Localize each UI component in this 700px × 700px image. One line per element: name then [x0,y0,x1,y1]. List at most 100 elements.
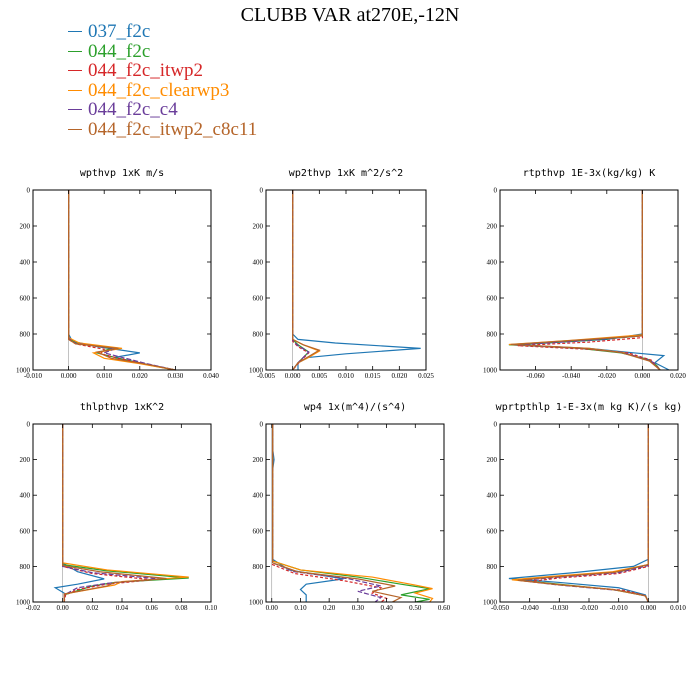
x-tick-label: 0.010 [338,372,354,380]
x-tick-label: 0.000 [635,372,651,380]
series-line-037_f2c [292,190,421,370]
y-tick-label: 1000 [16,599,31,607]
series-line-044_f2c_c4 [62,424,160,602]
y-tick-label: 800 [20,563,31,571]
y-tick-label: 200 [20,456,31,464]
x-tick-label: -0.060 [527,372,546,380]
legend-swatch [68,89,82,91]
y-tick-label: 0 [494,421,498,429]
x-tick-label: 0.000 [640,604,656,612]
x-tick-label: -0.030 [550,604,569,612]
chart-panel: rtpthvp 1E-3x(kg/kg) K -0.060 -0.040 -0.020… [483,168,686,380]
series-line-044_f2c_clearwp3 [272,424,434,603]
y-tick-label: 600 [487,295,498,303]
x-tick-label: -0.040 [562,372,581,380]
y-tick-label: 0 [260,421,264,429]
y-tick-label: 0 [494,187,498,195]
series-line-044_f2c_itwp2 [272,424,388,603]
y-tick-label: 400 [487,492,498,500]
x-tick-label: -0.050 [491,604,510,612]
page-title: CLUBB VAR at270E,-12N [240,4,460,26]
x-tick-label: 0.025 [418,372,434,380]
x-tick-label: 0.040 [203,372,219,380]
series-line-037_f2c [508,424,649,603]
y-tick-label: 200 [253,456,264,464]
y-tick-label: 200 [487,223,498,231]
x-tick-label: -0.040 [521,604,540,612]
legend-item: 044_f2c_clearwp3 [68,79,257,101]
chart-title: wp4 1x(m^4)/(s^4) [304,402,406,413]
chart-title: wprtpthlp 1-E-3x(m kg K)/(s kg) [496,402,683,413]
series-line-037_f2c [53,424,105,602]
legend-item: 037_f2c [68,22,257,42]
y-tick-label: 0 [27,187,31,195]
series-line-044_f2c [68,190,176,371]
legend-label: 044_f2c_c4 [88,99,178,120]
x-tick-label: 0.40 [380,604,393,612]
x-tick-label: 0.020 [670,372,686,380]
x-tick-label: -0.020 [580,604,599,612]
y-tick-label: 600 [20,527,31,535]
chart-panel: wpthvp 1xK m/s -0.010 0.000 0.010 0.020 0.030… [16,168,219,380]
y-tick-label: 1000 [249,599,264,607]
series-line-044_f2c_itwp2_c8c11 [62,424,167,602]
series-line-044_f2c_itwp2_c8c11 [510,190,661,371]
y-tick-label: 600 [253,527,264,535]
y-tick-label: 0 [260,187,264,195]
y-tick-label: 600 [253,295,264,303]
x-tick-label: 0.010 [96,372,112,380]
y-tick-label: 200 [20,223,31,231]
x-tick-label: 0.005 [311,372,327,380]
series-line-044_f2c_itwp2_c8c11 [272,424,403,603]
legend-item: 044_f2c_itwp2_c8c11 [68,118,258,140]
chart-title: wp2thvp 1xK m^2/s^2 [289,168,403,179]
legend-label: 044_f2c_clearwp3 [88,79,230,101]
series-line-044_f2c_itwp2_c8c11 [517,424,649,603]
legend-swatch [68,31,82,33]
y-tick-label: 1000 [483,599,498,607]
y-tick-label: 1000 [249,367,264,375]
y-tick-label: 600 [487,527,498,535]
legend-label: 044_f2c_itwp2 [88,60,204,81]
legend: 037_f2c 044_f2c 044_f2c_itwp2 044_f2c_clear… [68,22,257,139]
x-tick-label: 0.00 [266,604,279,612]
y-tick-label: 1000 [16,367,31,375]
legend-item: 044_f2c_itwp2 [68,61,257,81]
x-tick-label: 0.02 [86,604,99,612]
x-tick-label: 0.010 [670,604,686,612]
chart-panel: wp4 1x(m^4)/(s^4) 0.00 0.10 0.20 0.30 0.40 0.5… [249,402,451,612]
x-tick-label: 0.000 [285,372,301,380]
plot-frame [499,189,679,371]
x-tick-label: 0.08 [175,604,188,612]
legend-item: 044_f2c_c4 [68,100,257,120]
x-tick-label: 0.020 [132,372,148,380]
chart-title: thlpthvp 1xK^2 [80,402,164,413]
legend-label: 044_f2c_itwp2_c8c11 [88,118,258,140]
series-line-044_f2c_c4 [68,190,176,371]
y-tick-label: 800 [253,563,264,571]
legend-swatch [68,109,82,111]
y-tick-label: 200 [487,456,498,464]
plot-frame [32,423,212,603]
legend-item: 044_f2c [68,41,257,62]
legend-label: 037_f2c [88,21,151,42]
x-tick-label: -0.010 [610,604,629,612]
chart-panel: wp2thvp 1xK m^2/s^2 -0.005 0.000 0.005 0.010… [249,168,434,380]
series-line-044_f2c_itwp2 [68,190,176,371]
legend-swatch [68,70,82,72]
y-tick-label: 800 [487,331,498,339]
y-tick-label: 400 [253,259,264,267]
series-line-044_f2c_itwp2_c8c11 [68,190,176,371]
x-tick-label: 0.10 [294,604,307,612]
plot-frame [265,189,427,371]
chart-panel: thlpthvp 1xK^2 -0.02 0.00 0.02 0.04 0.06 0.08 0… [16,402,218,612]
legend-swatch [68,128,82,130]
y-tick-label: 800 [487,563,498,571]
y-tick-label: 400 [20,259,31,267]
x-tick-label: 0.015 [365,372,381,380]
y-tick-label: 400 [20,492,31,500]
y-tick-label: 200 [253,223,264,231]
x-tick-label: 0.20 [323,604,336,612]
y-tick-label: 400 [253,492,264,500]
